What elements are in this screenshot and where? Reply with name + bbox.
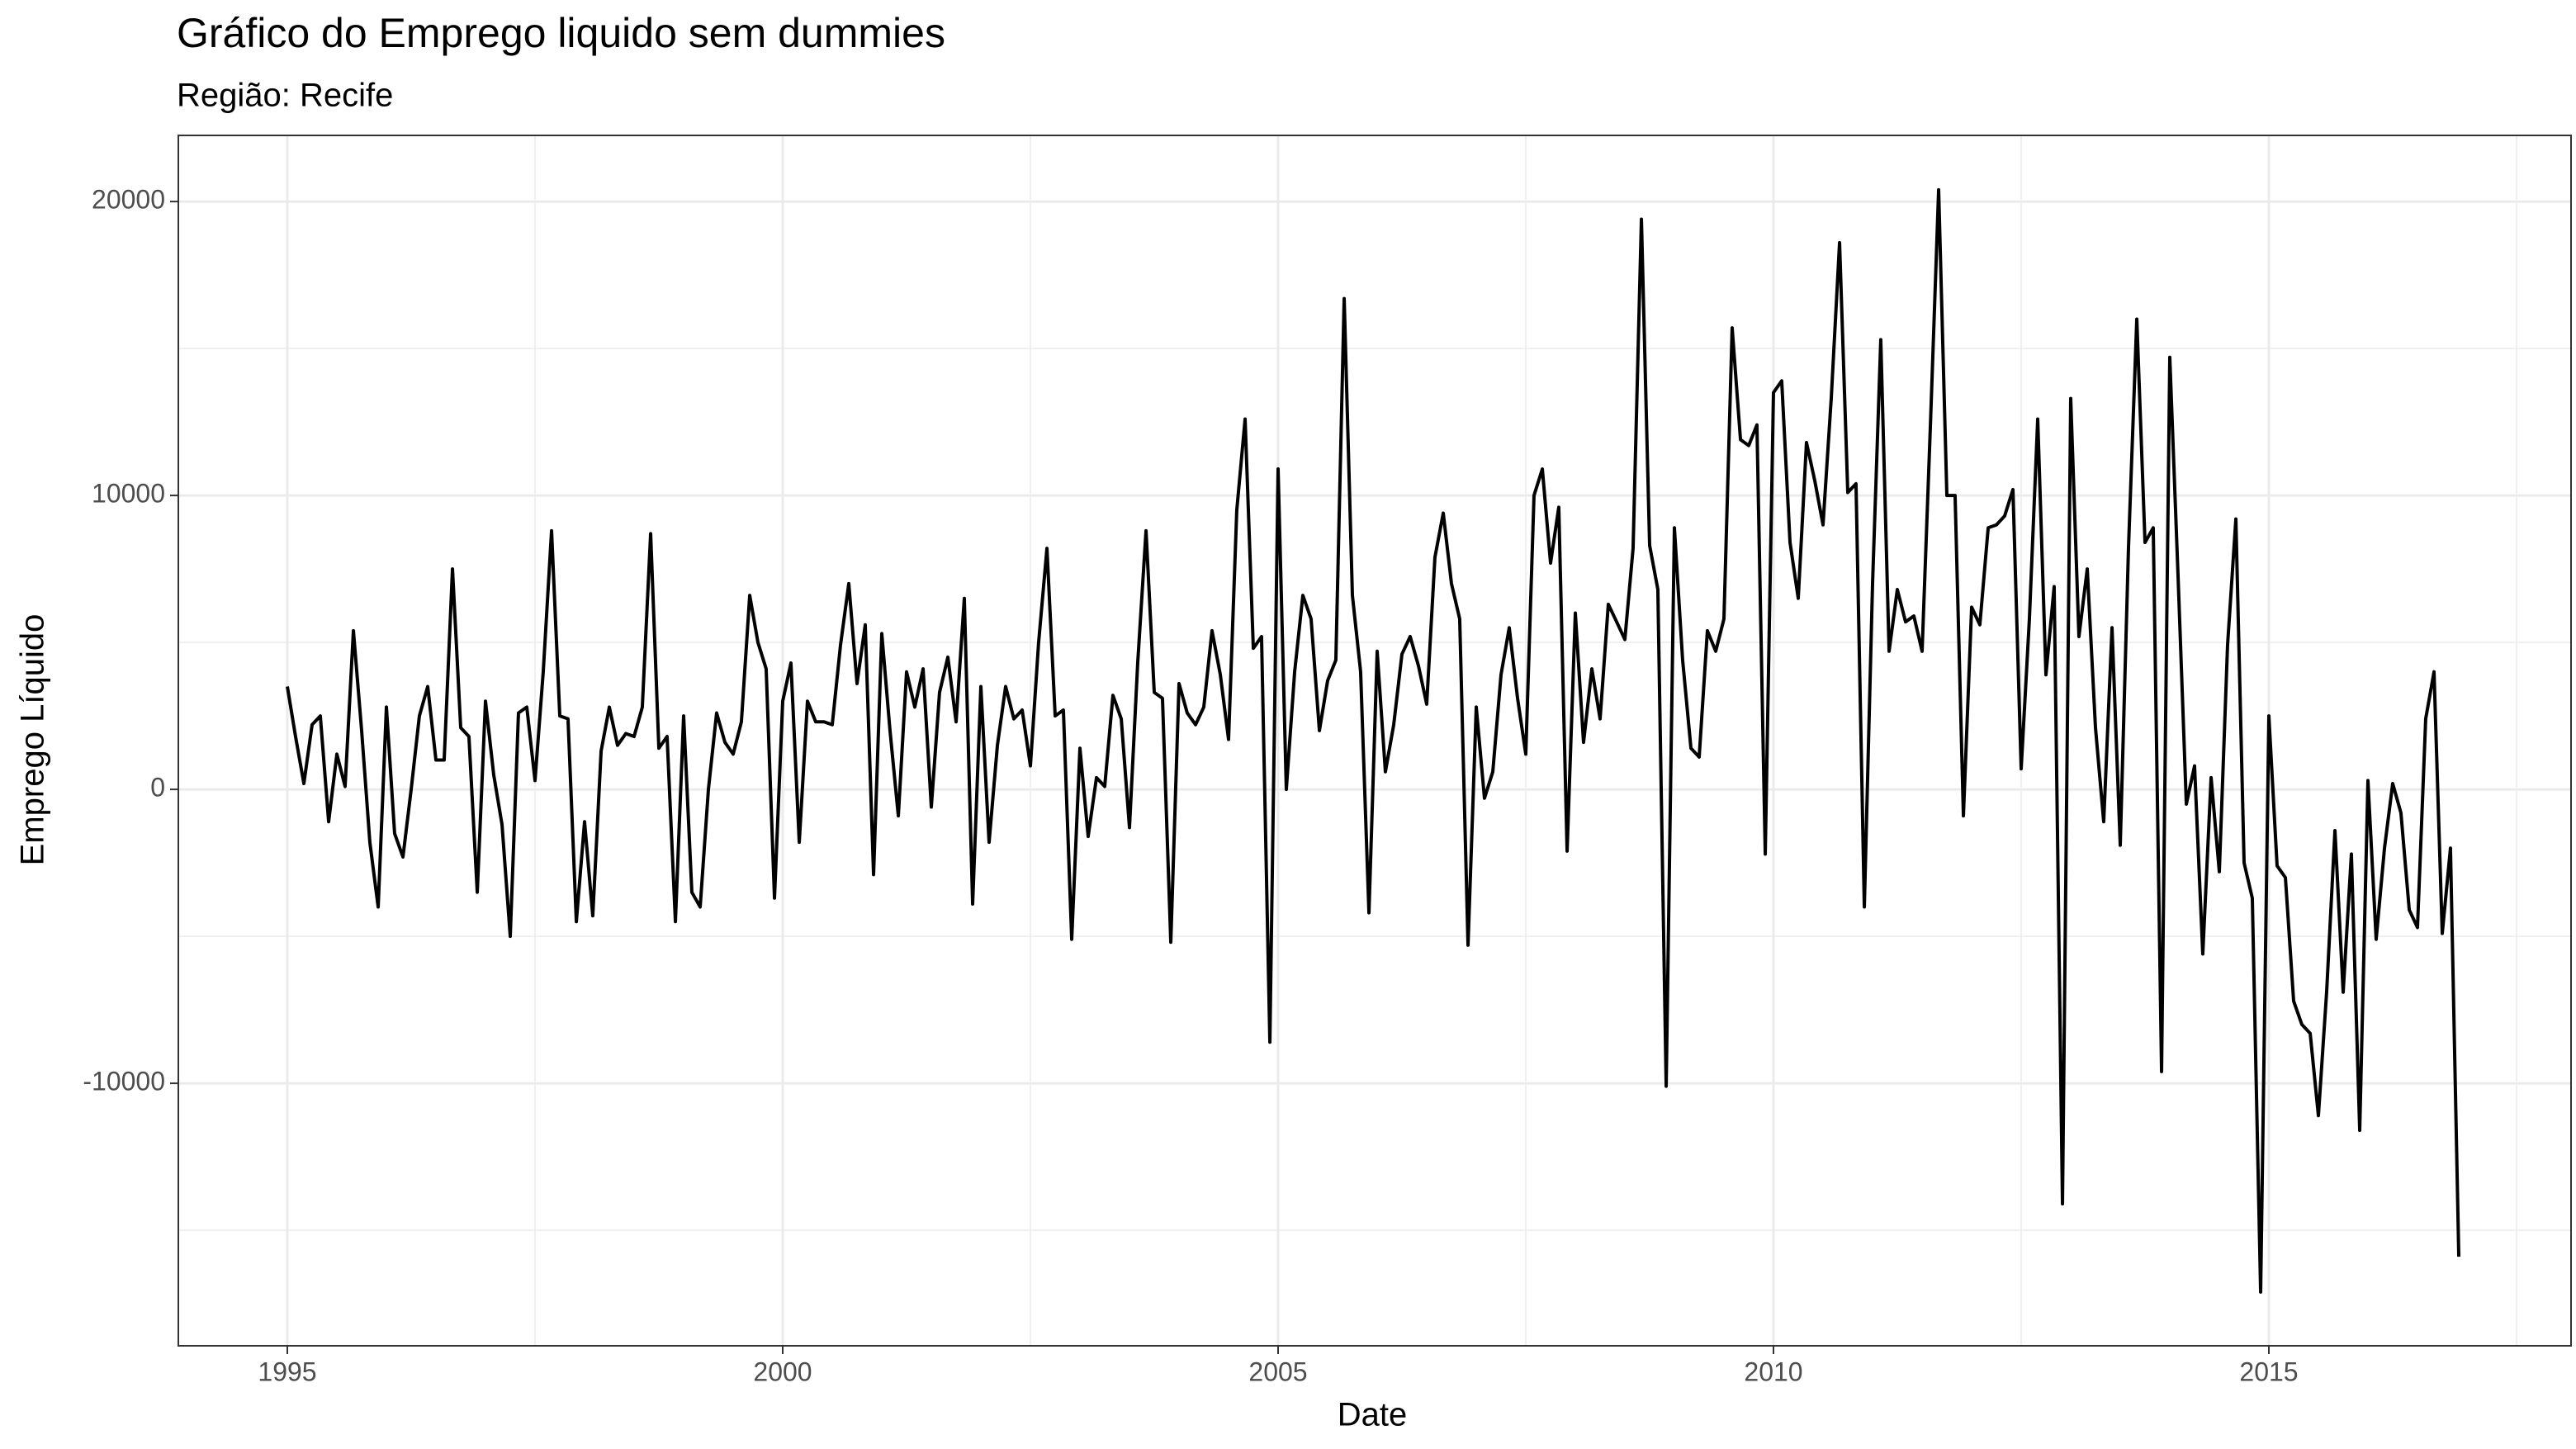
x-tick-label: 2010 xyxy=(1744,1357,1802,1386)
y-axis-title: Emprego Líquido xyxy=(15,614,51,866)
y-tick-label: 20000 xyxy=(92,185,165,215)
x-tick-label: 2005 xyxy=(1248,1357,1307,1386)
chart-subtitle: Região: Recife xyxy=(177,78,393,114)
y-tick-label: -10000 xyxy=(83,1067,165,1096)
plot-area xyxy=(286,187,2461,1294)
panel-border xyxy=(178,135,2572,1347)
x-tick-label: 2000 xyxy=(753,1357,812,1386)
x-tick-label: 1995 xyxy=(258,1357,316,1386)
x-axis-title: Date xyxy=(1338,1397,1408,1433)
x-tick-label: 2015 xyxy=(2239,1357,2298,1386)
line-series xyxy=(286,187,2461,1294)
y-tick-label: 10000 xyxy=(92,479,165,509)
chart-title: Gráfico do Emprego liquido sem dummies xyxy=(177,10,945,56)
y-tick-label: 0 xyxy=(150,773,165,803)
